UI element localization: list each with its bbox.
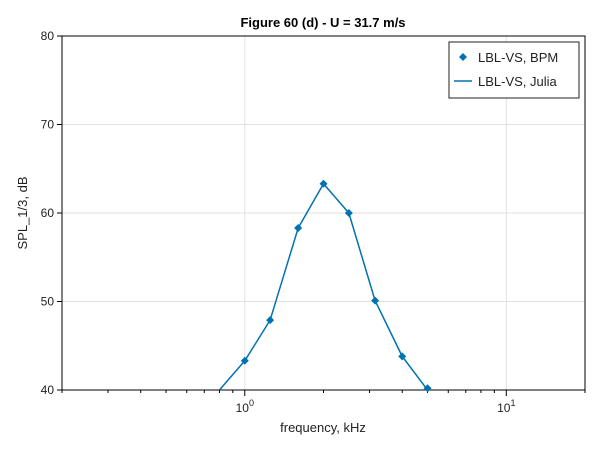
data-point-marker (319, 179, 328, 188)
data-point-marker (344, 209, 353, 217)
y-axis-label: SPL_1/3, dB (15, 177, 30, 250)
legend-entry-label: LBL-VS, Julia (478, 74, 558, 89)
data-point-marker (240, 356, 249, 365)
legend: LBL-VS, BPM LBL-VS, Julia (448, 41, 580, 99)
legend-entry-label: LBL-VS, BPM (478, 50, 558, 65)
data-point-marker (398, 352, 407, 361)
axis-ticks: 40 50 60 70 80 100 101 (41, 29, 586, 415)
x-axis-label: frequency, kHz (280, 420, 366, 435)
data-point-marker (266, 316, 275, 325)
y-tick-label: 60 (41, 206, 55, 220)
data-point-marker (294, 224, 303, 233)
y-tick-label: 40 (41, 383, 55, 397)
y-tick-label: 80 (41, 29, 55, 43)
legend-marker-icon (459, 53, 467, 61)
y-tick-label: 70 (41, 118, 55, 132)
series-layer (218, 179, 432, 393)
chart-title: Figure 60 (d) - U = 31.7 m/s (240, 15, 405, 30)
x-tick-label: 101 (497, 398, 515, 415)
data-point-marker (423, 384, 432, 393)
legend-box (448, 41, 580, 99)
x-tick-label: 100 (236, 398, 254, 415)
y-tick-label: 50 (41, 295, 55, 309)
data-point-marker (371, 296, 380, 305)
grid (62, 36, 585, 390)
